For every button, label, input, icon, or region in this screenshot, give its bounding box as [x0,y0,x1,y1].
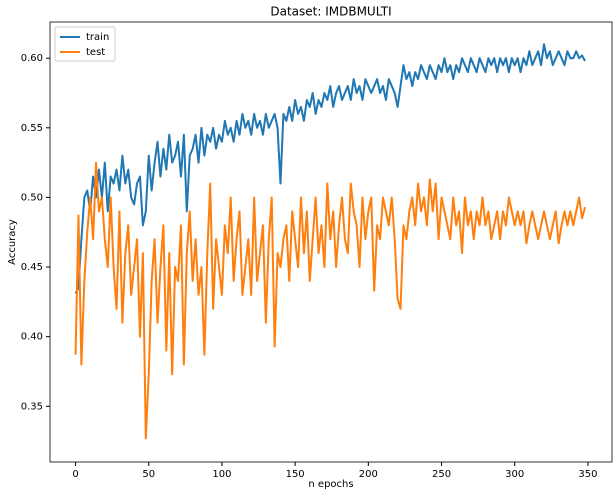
x-tick-label: 150 [286,469,305,480]
y-axis-label: Accuracy [7,219,18,265]
y-tick-label: 0.40 [21,332,43,343]
line-series [74,161,586,440]
y-tick-label: 0.35 [21,401,43,412]
y-tick-label: 0.55 [21,123,43,134]
x-tick-label: 100 [212,469,231,480]
x-tick-label: 250 [432,469,451,480]
x-axis-label: n epochs [308,479,353,490]
x-tick-label: 200 [359,469,378,480]
y-tick-label: 0.45 [21,262,43,273]
y-tick-label: 0.50 [21,192,43,203]
legend-label: test [86,47,105,58]
axes-frame [49,21,613,463]
x-tick-label: 0 [72,469,78,480]
line-series [74,43,586,294]
y-tick-label: 0.60 [21,53,43,64]
x-tick-label: 50 [142,469,155,480]
x-tick-label: 300 [505,469,524,480]
legend-label: train [86,32,109,43]
x-tick-label: 350 [578,469,597,480]
chart-title: Dataset: IMDBMULTI [270,5,391,19]
